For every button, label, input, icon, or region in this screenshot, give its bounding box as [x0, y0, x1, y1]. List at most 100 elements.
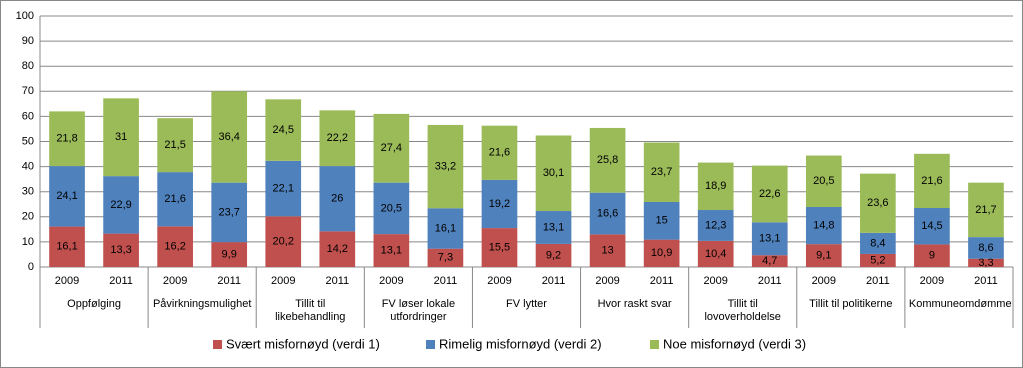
- bar-segment: [319, 231, 356, 267]
- data-label: 13,3: [110, 244, 131, 256]
- group-label: FV lytter: [506, 298, 547, 310]
- y-tick-label: 90: [22, 35, 34, 47]
- data-label: 20,5: [813, 175, 834, 187]
- x-tick-label: 2009: [487, 275, 511, 287]
- y-tick-label: 30: [22, 186, 34, 198]
- group-label: Kommuneomdømme: [908, 298, 1012, 310]
- x-tick-label: 2011: [758, 275, 782, 287]
- data-label: 12,3: [705, 219, 726, 231]
- bar-segment: [373, 182, 410, 235]
- bar-segment: [481, 125, 518, 180]
- bar-segment: [103, 176, 139, 234]
- bar-segment: [914, 153, 950, 209]
- bar-segment: [157, 172, 193, 227]
- data-label: 13,1: [381, 244, 402, 256]
- bar-segment: [103, 98, 139, 177]
- bar-segment: [211, 182, 248, 243]
- bar-segment: [427, 208, 464, 249]
- data-label: 8,6: [978, 242, 993, 254]
- bar-segment: [805, 155, 842, 208]
- bar-segment: [914, 208, 950, 245]
- data-label: 14,5: [921, 220, 942, 232]
- bar-segment: [265, 99, 302, 161]
- bar-segment: [643, 201, 680, 240]
- data-label: 21,6: [921, 175, 942, 187]
- data-label: 7,3: [438, 252, 453, 264]
- bar-segment: [481, 179, 518, 229]
- group-label: Tillit til lovoverholdelse: [704, 298, 781, 323]
- bar-segment: [427, 248, 464, 267]
- x-tick-label: 2011: [650, 275, 674, 287]
- x-tick-label: 2009: [379, 275, 403, 287]
- legend-label: Noe misfornøyd (verdi 3): [663, 336, 806, 351]
- bar-segment: [535, 211, 572, 244]
- data-label: 9,2: [546, 249, 561, 261]
- bar-segment: [319, 166, 356, 232]
- bar-segment: [535, 135, 572, 212]
- bar-segment: [589, 127, 626, 193]
- bar-segment: [697, 240, 734, 267]
- bar-segment: [968, 182, 1004, 238]
- data-label: 5,2: [870, 254, 885, 266]
- x-tick-label: 2011: [866, 275, 890, 287]
- x-tick-label: 2009: [920, 275, 944, 287]
- data-label: 24,1: [56, 190, 77, 202]
- bar-segment: [697, 210, 734, 241]
- bar-segment: [49, 226, 85, 267]
- bar-segment: [914, 244, 950, 267]
- group-label: Hvor raskt svar: [597, 298, 672, 310]
- data-label: 15: [656, 215, 668, 227]
- bar-segment: [49, 166, 85, 227]
- x-tick-label: 2011: [542, 275, 566, 287]
- data-label: 19,2: [489, 198, 510, 210]
- data-label: 16,1: [56, 241, 77, 253]
- data-label: 31: [115, 131, 127, 143]
- data-label: 25,8: [597, 154, 618, 166]
- data-label: 18,9: [705, 180, 726, 192]
- data-label: 9: [929, 250, 935, 262]
- legend-swatch: [426, 340, 435, 349]
- legend-swatch: [213, 340, 222, 349]
- y-tick-label: 60: [22, 110, 34, 122]
- data-label: 27,4: [381, 142, 402, 154]
- data-label: 23,7: [218, 206, 239, 218]
- bar-segment: [805, 244, 842, 267]
- bar-segment: [373, 234, 410, 267]
- bar-segment: [211, 242, 248, 267]
- bar-segment: [968, 237, 1004, 259]
- data-label: 22,1: [273, 182, 294, 194]
- data-label: 36,4: [218, 131, 239, 143]
- data-label: 14,8: [813, 219, 834, 231]
- bar-segment: [643, 239, 680, 267]
- x-tick-label: 2009: [55, 275, 79, 287]
- bar-segment: [265, 160, 302, 217]
- group-label: Tillit til likebehandling: [275, 298, 346, 323]
- data-label: 24,5: [273, 124, 294, 136]
- bar-segment: [319, 110, 356, 167]
- bar-segment: [265, 216, 302, 267]
- data-label: 13,1: [543, 221, 564, 233]
- bar-segment: [481, 228, 518, 267]
- data-label: 4,7: [762, 255, 777, 267]
- legend-swatch: [650, 340, 659, 349]
- data-label: 15,5: [489, 241, 510, 253]
- x-tick-label: 2011: [434, 275, 458, 287]
- bar-segment: [49, 111, 85, 167]
- group-label: FV løser lokale utfordringer: [381, 298, 456, 323]
- bar-segment: [860, 232, 896, 254]
- data-label: 21,5: [164, 139, 185, 151]
- y-tick-label: 10: [22, 236, 34, 248]
- data-label: 16,2: [164, 241, 185, 253]
- y-tick-label: 100: [16, 10, 34, 22]
- x-tick-label: 2009: [595, 275, 619, 287]
- bar-segment: [697, 162, 734, 211]
- bar-segment: [427, 124, 464, 209]
- y-tick-label: 20: [22, 211, 34, 223]
- bar-segment: [211, 91, 248, 183]
- data-label: 26: [331, 193, 343, 205]
- bar-segment: [103, 233, 139, 267]
- x-tick-label: 2009: [271, 275, 295, 287]
- data-label: 21,8: [56, 133, 77, 145]
